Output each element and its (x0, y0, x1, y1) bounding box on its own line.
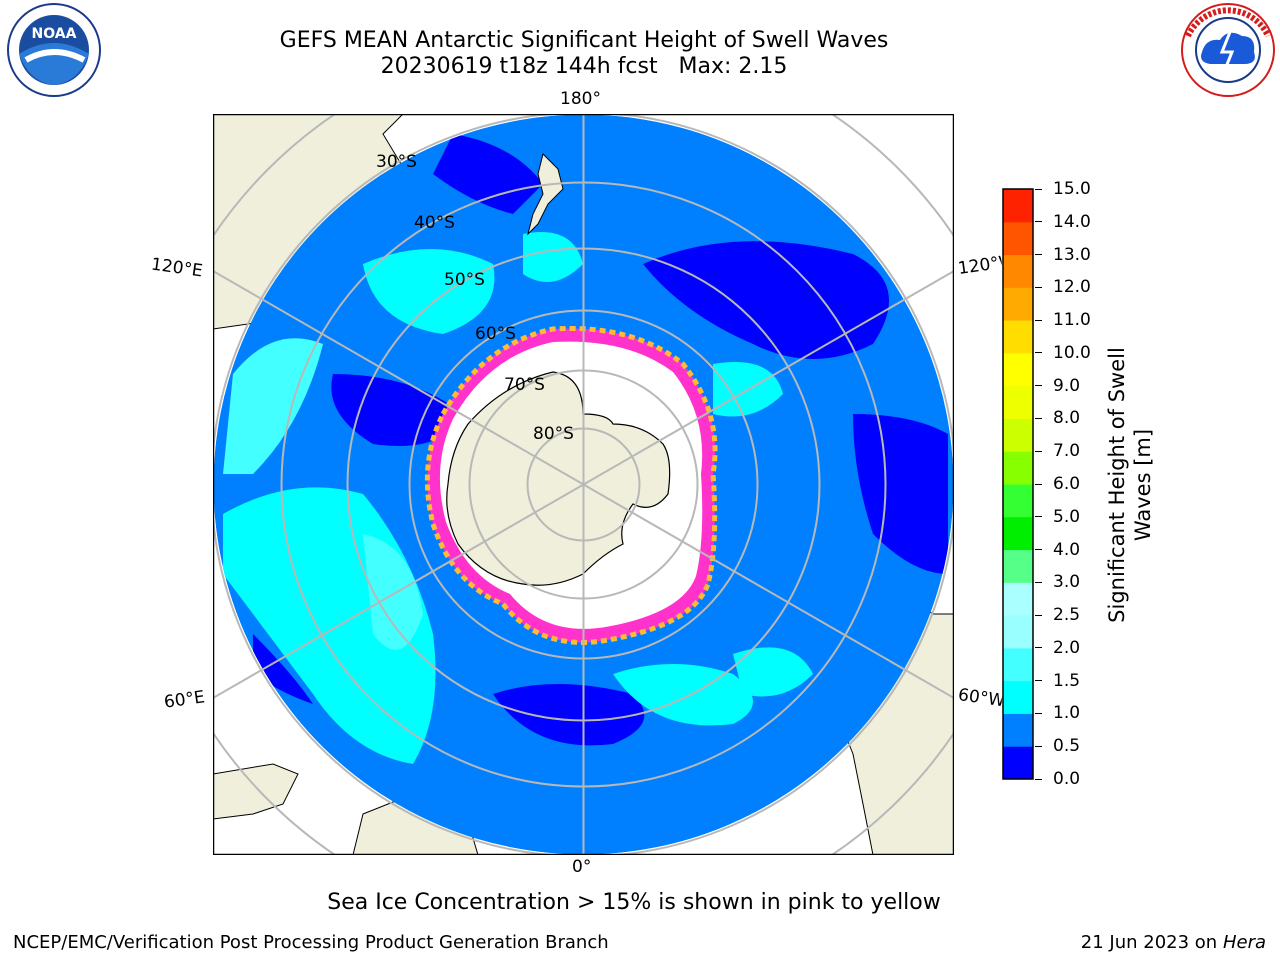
colorbar-tick-mark (1035, 254, 1042, 256)
colorbar-tick-mark (1035, 778, 1042, 780)
colorbar-tick-label: 2.5 (1053, 605, 1081, 626)
colorbar-swatch (1003, 647, 1033, 682)
colorbar-tick-mark (1035, 188, 1042, 190)
colorbar-tick-label: 0.0 (1053, 769, 1081, 789)
colorbar-tick-label: 15.0 (1053, 179, 1091, 199)
colorbar-tick-label: 1.5 (1053, 670, 1081, 691)
colorbar-swatch (1003, 746, 1033, 780)
lon-label-120e: 120°E (149, 254, 204, 282)
colorbar-swatch (1003, 254, 1033, 288)
sea-ice-note: Sea Ice Concentration > 15% is shown in … (327, 890, 941, 915)
lat-label-30s: 30°S (376, 152, 417, 172)
map-subtitle: 20230619 t18z 144h fcst Max: 2.15 (380, 54, 788, 79)
colorbar-label: Significant Height of Swell Waves [m] (1105, 347, 1155, 623)
map-title: GEFS MEAN Antarctic Significant Height o… (279, 28, 889, 53)
lon-label-60e: 60°E (162, 687, 207, 713)
colorbar-tick-mark (1035, 745, 1042, 747)
lat-label-60s: 60°S (475, 324, 516, 344)
colorbar-swatch (1003, 189, 1033, 223)
colorbar-tick-label: 2.0 (1053, 637, 1081, 658)
colorbar-tick-mark (1035, 385, 1042, 387)
colorbar-tick-mark (1035, 516, 1042, 518)
colorbar-tick-mark (1035, 549, 1042, 551)
colorbar-tick-label: 14.0 (1053, 211, 1091, 232)
colorbar-swatch (1003, 713, 1033, 747)
colorbar-tick-mark (1035, 647, 1042, 649)
colorbar-swatch (1003, 516, 1033, 551)
colorbar-tick-mark (1035, 319, 1042, 321)
colorbar-tick-mark (1035, 712, 1042, 714)
colorbar-tick-mark (1035, 417, 1042, 419)
footer-credit: NCEP/EMC/Verification Post Processing Pr… (13, 932, 609, 953)
colorbar-swatch (1003, 451, 1033, 485)
colorbar-tick-mark (1035, 614, 1042, 616)
colorbar-tick-label: 8.0 (1053, 408, 1081, 429)
colorbar-tick-label: 4.0 (1053, 539, 1081, 560)
colorbar-tick-label: 5.0 (1053, 506, 1081, 527)
colorbar-tick-label: 3.0 (1053, 572, 1081, 593)
colorbar-swatch (1003, 484, 1033, 518)
colorbar-tick-label: 1.0 (1053, 703, 1081, 724)
colorbar-tick-label: 13.0 (1053, 244, 1091, 265)
colorbar-tick-label: 9.0 (1053, 375, 1081, 396)
colorbar-tick-mark (1035, 352, 1042, 354)
lat-label-40s: 40°S (414, 213, 455, 233)
colorbar-tick-label: 6.0 (1053, 474, 1081, 494)
colorbar-tick-mark (1035, 581, 1042, 583)
colorbar-swatch (1003, 385, 1033, 419)
lon-label-120w: 120°W (956, 253, 1004, 279)
colorbar (1002, 188, 1034, 780)
colorbar-swatch (1003, 418, 1033, 452)
svg-text:NOAA: NOAA (32, 26, 77, 42)
new-zealand-land (527, 153, 564, 236)
colorbar-swatch (1003, 582, 1033, 616)
lat-label-50s: 50°S (444, 270, 485, 290)
nws-logo (1181, 3, 1275, 97)
colorbar-tick-mark (1035, 221, 1042, 223)
footer-date-text: 21 Jun 2023 on (1080, 932, 1218, 953)
colorbar-swatch (1003, 352, 1033, 387)
colorbar-tick-label: 0.5 (1053, 736, 1081, 757)
colorbar-swatch (1003, 287, 1033, 321)
colorbar-tick-label: 7.0 (1053, 441, 1081, 462)
lon-label-0: 0° (572, 857, 592, 877)
meridians (213, 114, 954, 855)
lon-label-60w: 60°W (956, 685, 1004, 711)
footer-system: Hera (1222, 932, 1266, 953)
noaa-logo: NOAA (7, 3, 101, 97)
colorbar-tick-mark (1035, 483, 1042, 485)
colorbar-swatch (1003, 615, 1033, 649)
colorbar-tick-label: 10.0 (1053, 342, 1091, 363)
colorbar-tick-mark (1035, 450, 1042, 452)
lat-label-80s: 80°S (533, 424, 574, 444)
colorbar-tick-label: 11.0 (1053, 310, 1091, 331)
colorbar-swatch (1003, 680, 1033, 714)
colorbar-swatch (1003, 221, 1033, 256)
lat-label-70s: 70°S (504, 375, 545, 395)
polar-map (213, 114, 954, 855)
colorbar-tick-mark (1035, 680, 1042, 682)
lon-label-180: 180° (560, 89, 601, 109)
madagascar-land (213, 763, 299, 820)
colorbar-tick-mark (1035, 286, 1042, 288)
colorbar-swatch (1003, 549, 1033, 583)
footer-date: 21 Jun 2023 on Hera (1081, 932, 1266, 953)
colorbar-tick-label: 12.0 (1053, 277, 1091, 298)
colorbar-swatch (1003, 320, 1033, 354)
